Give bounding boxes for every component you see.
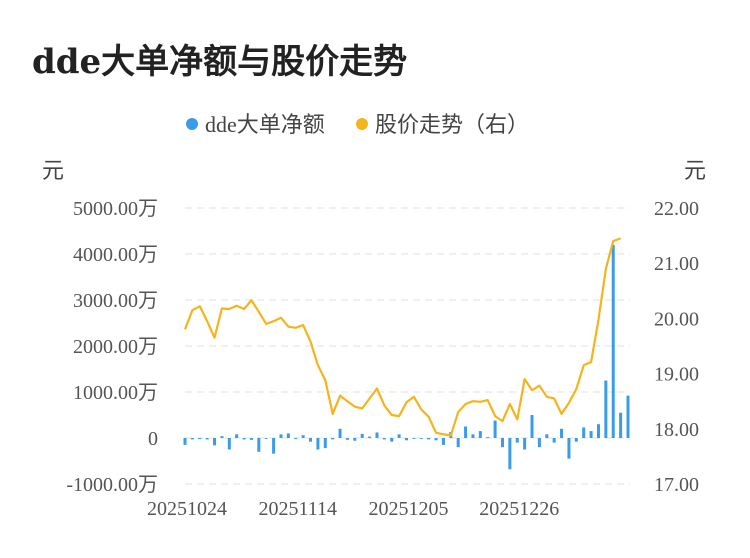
dde-bar: [537, 438, 541, 448]
dde-bar: [434, 438, 438, 441]
dde-bar: [331, 438, 335, 440]
dde-bar: [205, 438, 209, 440]
x-tick-label: 20251205: [369, 498, 449, 520]
x-tick-label: 20251114: [258, 498, 337, 520]
dde-bar: [183, 438, 187, 445]
y-left-tick-label: 4000.00万: [73, 244, 158, 266]
dde-bar: [397, 434, 401, 438]
line-series: [183, 237, 621, 437]
dde-bar: [227, 438, 231, 450]
dde-bar: [515, 438, 519, 443]
dde-bar: [471, 434, 475, 438]
left-axis-unit: 元: [42, 158, 64, 183]
dde-bar: [220, 436, 224, 438]
price-line: [183, 237, 621, 437]
dde-bar: [552, 438, 556, 443]
dde-bar: [353, 438, 357, 441]
legend: dde大单净额 股价走势（右）: [186, 112, 529, 137]
dde-bar: [596, 424, 600, 438]
y-left-tick-label: 3000.00万: [73, 290, 158, 312]
dde-bar: [198, 438, 202, 439]
y-right-tick-label: 18.00: [654, 419, 699, 441]
dde-bar: [582, 427, 586, 438]
dde-bar: [272, 438, 276, 454]
dde-bar: [257, 438, 261, 452]
y-left-tick-label: -1000.00万: [66, 474, 158, 496]
dde-bar: [619, 412, 623, 438]
dde-bar: [412, 438, 416, 439]
dde-bar: [626, 395, 630, 438]
dde-bar: [427, 438, 431, 440]
dde-bar: [545, 434, 549, 438]
dde-bar: [213, 438, 217, 446]
dde-bar: [486, 437, 490, 438]
dde-bar: [493, 420, 497, 438]
dde-bar: [567, 438, 571, 459]
dde-bar: [301, 435, 305, 438]
y-right-tick-label: 19.00: [654, 364, 699, 386]
dde-bar: [530, 415, 534, 438]
dde-bar: [419, 438, 423, 439]
dde-bar: [294, 438, 298, 439]
y-right-tick-label: 20.00: [654, 308, 699, 330]
y-left-tick-label: 0: [148, 428, 158, 450]
bar-series: [183, 244, 630, 470]
dde-bar: [464, 426, 468, 438]
dde-bar: [368, 436, 372, 438]
dde-bar: [235, 434, 239, 438]
dde-bar: [478, 431, 482, 438]
dde-bar: [345, 438, 349, 440]
dde-bar: [560, 428, 564, 438]
y-right-tick-label: 22.00: [654, 198, 699, 220]
chart-title: dde大单净额与股价走势: [32, 42, 408, 82]
x-tick-label: 20251024: [147, 498, 227, 520]
legend-dot-dde: [186, 118, 198, 130]
dde-bar: [405, 438, 408, 441]
axis-labels: 5000.00万 4000.00万 3000.00万 2000.00万 1000.00万…: [66, 198, 699, 520]
y-left-tick-label: 2000.00万: [73, 336, 158, 358]
grid-lines: [185, 207, 630, 485]
dde-bar: [316, 438, 320, 450]
dde-bar: [390, 438, 394, 442]
dde-bar: [190, 438, 194, 440]
dde-bar: [589, 431, 593, 438]
y-left-tick-label: 5000.00万: [73, 198, 158, 220]
dde-bar: [456, 438, 460, 448]
x-tick-label: 20251226: [479, 498, 559, 520]
legend-label-price[interactable]: 股价走势（右）: [375, 112, 529, 137]
dde-bar: [382, 438, 386, 440]
dde-bar: [323, 438, 327, 449]
dde-bar: [611, 244, 615, 438]
y-right-tick-label: 17.00: [654, 474, 699, 496]
dde-bar: [249, 438, 253, 440]
dde-bar: [441, 438, 445, 445]
dde-bar: [338, 428, 342, 438]
dde-bar: [309, 438, 313, 442]
dde-bar: [523, 438, 527, 450]
dde-bar: [286, 433, 290, 438]
dde-bar: [604, 380, 608, 438]
legend-label-dde[interactable]: dde大单净额: [205, 112, 325, 137]
y-right-tick-label: 21.00: [654, 253, 699, 275]
dde-bar: [500, 438, 504, 448]
right-axis-unit: 元: [684, 158, 706, 183]
dde-bar: [279, 434, 283, 438]
dde-bar: [508, 438, 512, 470]
y-left-tick-label: 1000.00万: [73, 382, 158, 404]
dde-bar: [264, 438, 268, 439]
legend-dot-price: [356, 118, 368, 130]
dde-bar: [360, 433, 364, 438]
dde-bar: [574, 438, 578, 442]
dde-bar: [242, 438, 246, 440]
dde-bar: [375, 432, 379, 438]
